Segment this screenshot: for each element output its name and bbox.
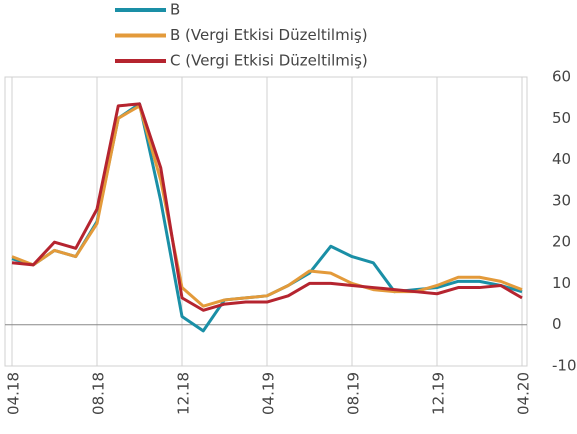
y-tick-label: 60 (552, 68, 571, 86)
series-line (11, 102, 523, 312)
y-tick-label: 0 (552, 315, 562, 333)
y-tick-label: 30 (552, 191, 571, 209)
series-line (11, 104, 523, 308)
x-tick-label: 08.18 (90, 372, 108, 415)
plot-frame (4, 76, 528, 367)
x-tick-label: 04.19 (260, 372, 278, 415)
y-tick-label: 20 (552, 233, 571, 251)
x-tick-label: 04.20 (515, 372, 533, 415)
legend-label: B (170, 1, 180, 19)
x-tick-label: 12.18 (175, 372, 193, 415)
legend-label: B (Vergi Etkisi Düzeltilmiş) (170, 26, 368, 44)
x-tick-label: 12.19 (430, 372, 448, 415)
x-tick-label: 08.19 (345, 372, 363, 415)
y-tick-label: 10 (552, 274, 571, 292)
x-tick-label: 04.18 (5, 372, 23, 415)
y-tick-label: -10 (552, 357, 577, 375)
y-tick-label: 50 (552, 109, 571, 127)
y-tick-label: 40 (552, 150, 571, 168)
legend-label: C (Vergi Etkisi Düzeltilmiş) (170, 52, 368, 70)
